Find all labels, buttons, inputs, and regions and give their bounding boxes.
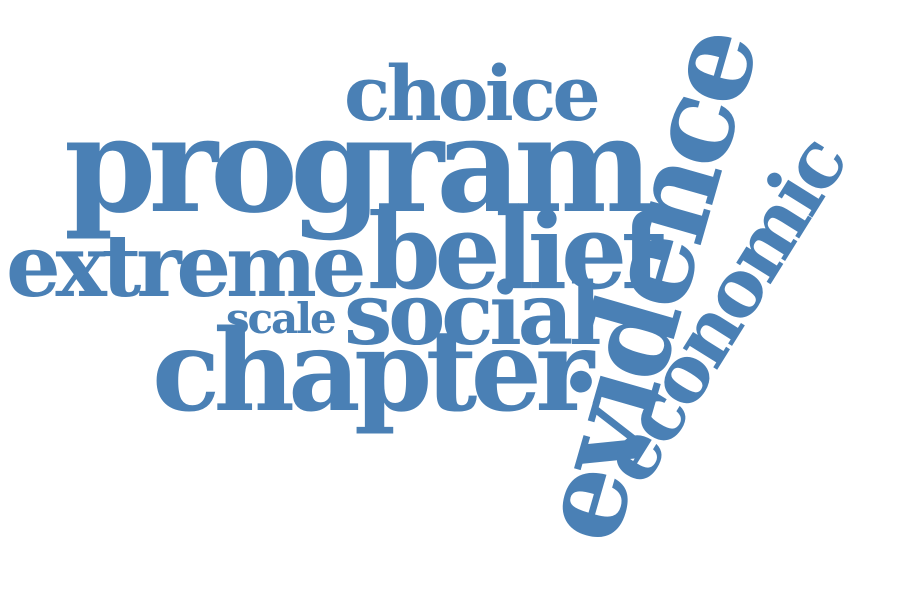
word-belief: belief [368, 190, 666, 313]
word-program: program [64, 88, 653, 243]
word-chapter: chapter [152, 306, 594, 437]
word-social: social [344, 264, 602, 365]
word-extreme: extreme [6, 216, 367, 317]
word-choice: choice [344, 49, 601, 138]
word-scale: scale [226, 294, 337, 343]
